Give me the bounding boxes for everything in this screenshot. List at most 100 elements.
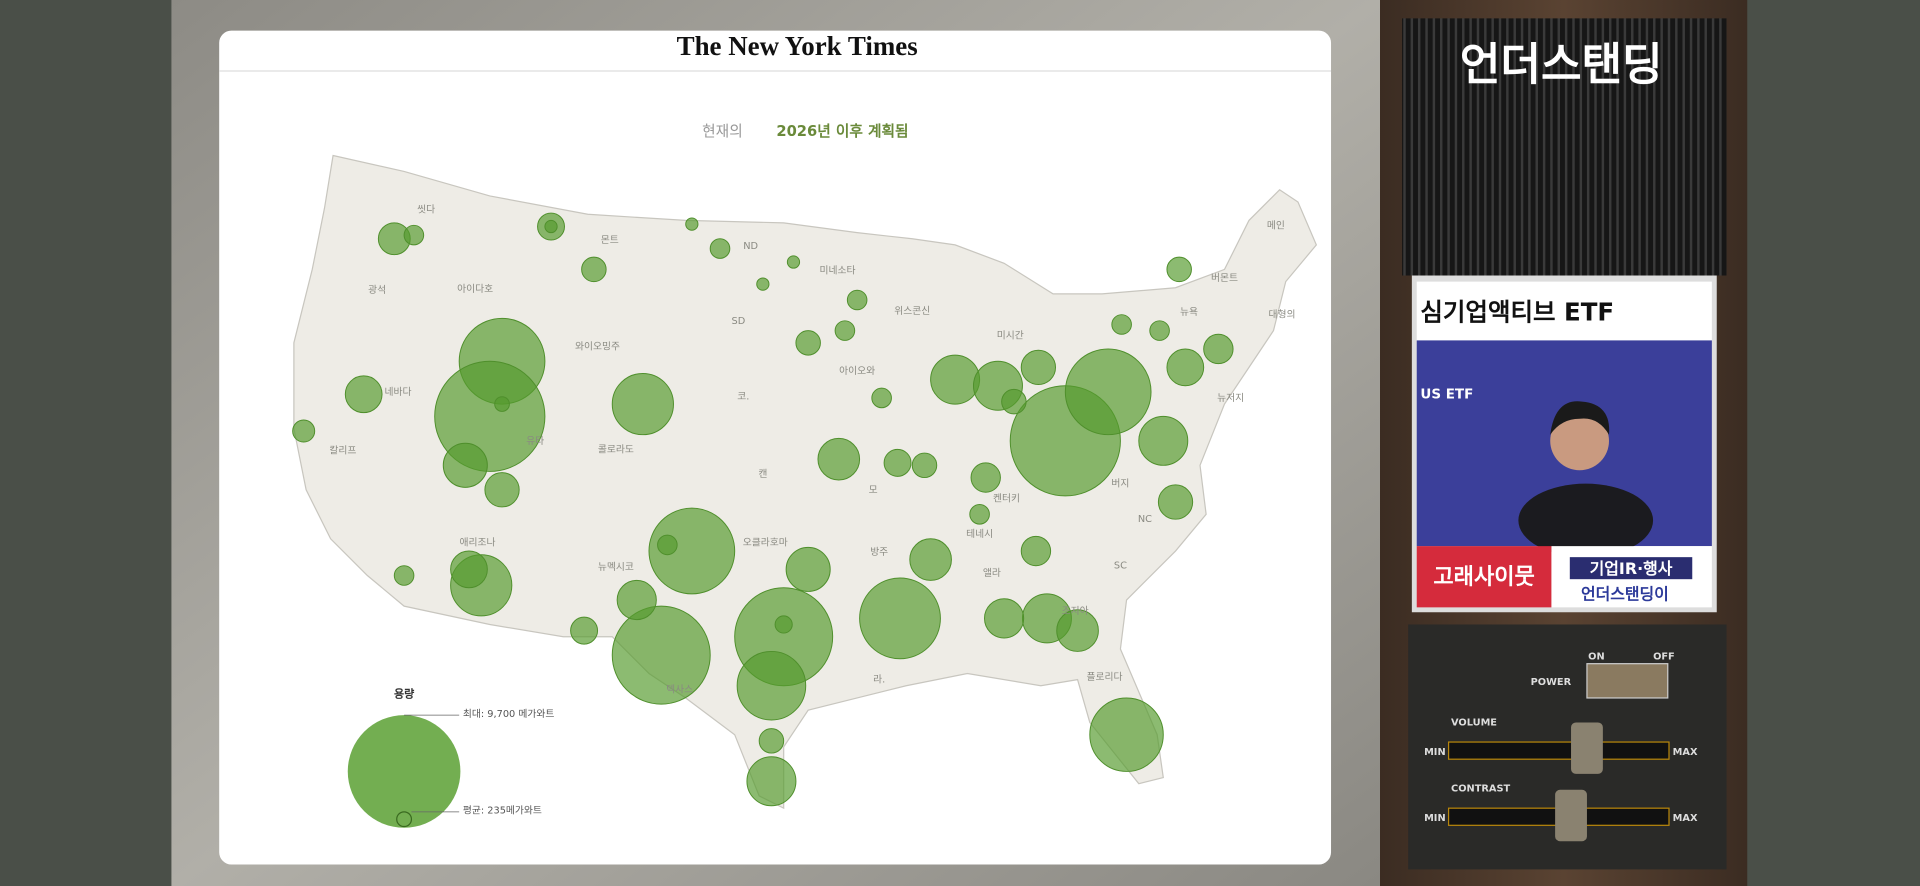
map-label: SD [731,316,745,327]
data-center-bubble [494,396,510,412]
data-center-bubble [883,448,912,477]
data-center-bubble [1157,484,1194,520]
volume-label: VOLUME [1451,717,1497,728]
map-label: 조지아 [1062,605,1089,617]
contrast-knob[interactable] [1555,789,1587,842]
right-bg [1747,0,1920,886]
map-label: 유타 [526,435,544,447]
tab[interactable]: 현재의 [702,123,743,140]
data-center-bubble [393,565,415,586]
legend-title: 용량 [394,687,414,700]
tag-bg [1569,557,1693,580]
map-label: 애리조나 [460,536,496,548]
map-label: 칼리프 [329,445,356,457]
data-center-bubble [292,419,316,443]
min-label: MIN [1424,747,1446,758]
map-label: SC [1114,561,1127,572]
speaker-grill [1402,18,1727,276]
min-label: MIN [1424,813,1446,824]
data-center-bubble [746,756,797,807]
data-center-bubble [616,579,657,621]
map-label: 앨라 [983,567,1001,579]
data-center-bubble [970,462,1001,493]
data-center-bubble [581,256,607,283]
data-center-bubble [1203,333,1234,365]
map-label: 광석 [368,284,386,296]
data-center-bubble [859,577,941,660]
power-switch[interactable] [1586,663,1669,699]
map-label: 네바다 [384,386,411,398]
data-center-bubble [1001,388,1027,415]
data-center-bubble [611,605,711,705]
data-center-bubble [685,217,699,231]
map-label: 미네소타 [820,265,856,277]
data-center-bubble [1111,314,1132,335]
map-label: 위스콘신 [894,304,930,317]
power-label: POWER [1531,677,1572,688]
inset-tag: 기업IR·행사 [1590,559,1673,578]
map-label: 씻다 [417,203,435,215]
map-label: 뉴저지 [1217,392,1244,404]
data-center-bubble [774,615,793,634]
data-center-bubble [785,546,831,592]
map-label: 라. [873,674,885,686]
legend-max: 최대: 9,700 메가와트 [463,708,555,720]
data-center-bubble [795,330,821,356]
data-center-bubble [911,452,938,479]
data-center-bubble [758,728,785,754]
map-label: 아이다호 [457,283,493,295]
map-label: 뉴욕 [1180,306,1198,318]
on-label: ON [1588,651,1605,662]
tab[interactable]: 2026년 이후 계획됨 [776,122,908,140]
data-center-bubble [484,472,520,508]
map-label: 콜로라도 [598,443,634,455]
map-label: 몬트 [601,234,619,246]
max-label: MAX [1673,813,1698,824]
inset-banner: 심기업액티브 ETF [1420,297,1614,326]
legend-avg-circle [396,811,413,828]
data-center-bubble [756,277,770,291]
data-center-bubble [1064,348,1152,436]
legend-avg: 평균: 235메가와트 [463,805,542,817]
person-hair [1550,401,1610,435]
data-center-bubble [1056,609,1099,652]
data-center-bubble [344,375,383,414]
nyt-logo: The New York Times [677,31,918,61]
map-label: 와이오밍주 [575,341,620,353]
map-label: 메인 [1267,219,1285,231]
data-center-bubble [442,442,488,488]
data-center-bubble [930,354,981,405]
data-center-bubble [969,504,990,525]
data-center-bubble [736,650,807,721]
inset-lower-left: 고래사이뭇 [1433,565,1534,590]
person-head [1550,411,1609,471]
person-body [1518,483,1654,558]
inset-lower-left-bg [1416,546,1552,608]
volume-knob[interactable] [1571,722,1603,774]
map-label: NC [1138,514,1152,525]
data-center-bubble [786,255,801,269]
data-center-bubble [1138,415,1189,466]
data-center-bubble [834,320,856,341]
off-label: OFF [1653,651,1675,662]
map-label: 버지 [1111,478,1129,490]
map-label: 미시간 [997,330,1024,342]
map-label: 테네시 [966,528,993,540]
map-label: 대형의 [1269,309,1296,321]
max-label: MAX [1673,747,1698,758]
map-label: 텍사스 [666,683,693,695]
data-center-bubble [909,538,952,581]
data-center-bubble [544,219,558,234]
data-center-bubble [570,616,599,645]
volume-slider[interactable] [1447,741,1670,760]
map-label: 아이오와 [839,365,875,377]
data-center-bubble [1020,535,1052,567]
data-center-bubble [1089,697,1164,772]
map-label: 켄터키 [993,492,1020,504]
legend-max-circle [347,715,461,828]
data-center-bubble [1149,320,1170,341]
map-label: 플로리다 [1086,671,1122,683]
data-center-bubble [846,289,868,311]
map-label: 오클라호마 [743,536,788,548]
